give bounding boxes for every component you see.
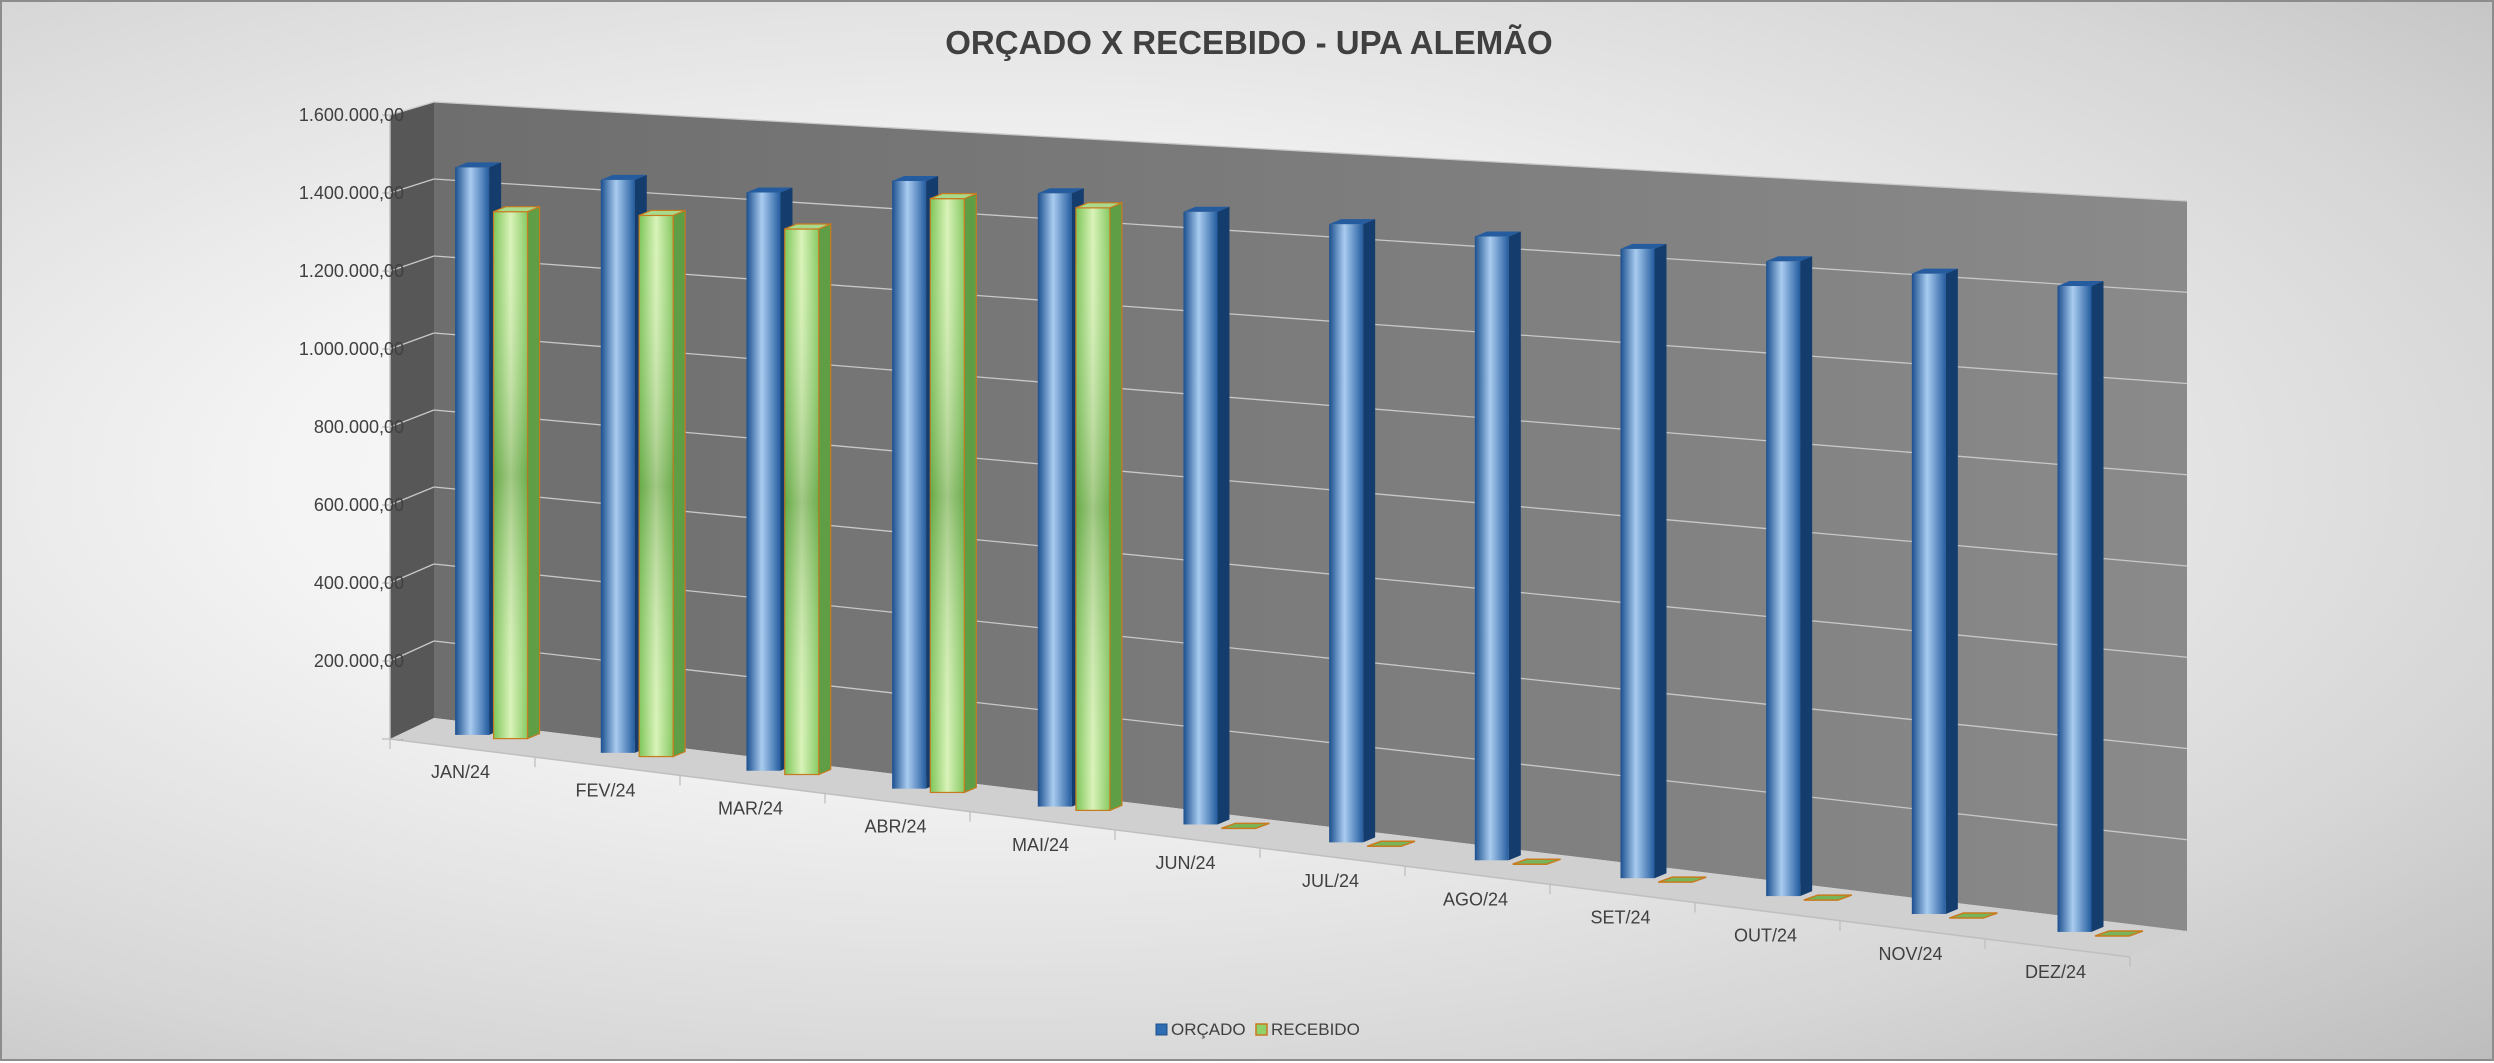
legend-swatch-orcado	[1155, 1023, 1168, 1036]
x-tick-label: FEV/24	[575, 780, 635, 800]
y-tick-label: 600.000,00	[314, 495, 404, 515]
y-tick-label: 1.200.000,00	[299, 261, 404, 281]
legend-label-orcado: ORÇADO	[1171, 1020, 1246, 1039]
bar-recebido	[1803, 894, 1853, 901]
y-tick-label: 800.000,00	[314, 417, 404, 437]
bar-recebido	[1657, 876, 1707, 883]
x-tick-label: MAI/24	[1012, 835, 1069, 855]
gridline	[433, 332, 2188, 476]
chart-title: ORÇADO X RECEBIDO - UPA ALEMÃO	[945, 24, 1552, 61]
gridline	[433, 255, 2188, 385]
x-tick-label: JUL/24	[1302, 871, 1359, 891]
x-tick-label: JAN/24	[431, 762, 490, 782]
x-tick-label: SET/24	[1590, 907, 1650, 927]
gridline-side	[389, 409, 435, 428]
legend: ORÇADO RECEBIDO	[1155, 1020, 1360, 1039]
gridline	[433, 563, 2188, 750]
bars	[455, 162, 2144, 937]
gridline-side	[389, 486, 435, 506]
y-tick-label: -	[398, 729, 404, 749]
gridline	[433, 101, 2188, 202]
y-tick-label: 400.000,00	[314, 573, 404, 593]
bar-recebido	[1366, 840, 1416, 848]
y-tick-label: 200.000,00	[314, 651, 404, 671]
bar-recebido	[1075, 201, 1123, 812]
bar-recebido	[1512, 858, 1561, 865]
gridline	[433, 486, 2188, 658]
gridline-side	[389, 101, 435, 116]
back-wall	[434, 102, 2187, 931]
side-wall	[390, 102, 434, 739]
y-tick-label: 1.000.000,00	[299, 339, 404, 359]
bar-recebido	[784, 223, 832, 776]
gridline-side	[389, 255, 435, 272]
gridline-side	[389, 332, 435, 350]
gridline-side	[389, 563, 435, 584]
gridline	[433, 640, 2188, 841]
bar-recebido	[1949, 912, 1998, 919]
gridline	[433, 409, 2188, 567]
y-axis: - 200.000,00 400.000,00 600.000,00 800.000,0…	[299, 105, 404, 749]
floor	[390, 718, 2187, 957]
grid-lines	[389, 101, 2188, 841]
x-tick-label: AGO/24	[1443, 889, 1508, 909]
legend-swatch-recebido	[1255, 1023, 1268, 1036]
bar-orcado	[1329, 219, 1376, 843]
bar-recebido	[929, 192, 977, 794]
bar-orcado	[1183, 206, 1230, 825]
x-tick-label: DEZ/24	[2025, 962, 2086, 982]
x-tick-label: JUN/24	[1155, 853, 1215, 873]
y-tick-label: 1.400.000,00	[299, 183, 404, 203]
bar-orcado	[1474, 231, 1521, 861]
x-tick-label: NOV/24	[1878, 944, 1942, 964]
x-tick-label: OUT/24	[1734, 926, 1797, 946]
legend-label-recebido: RECEBIDO	[1271, 1020, 1360, 1039]
x-axis: JAN/24 FEV/24 MAR/24 ABR/24 MAI/24 JUN/24 JUL/…	[389, 738, 2131, 982]
bar-recebido	[2094, 930, 2144, 937]
bar-recebido	[638, 209, 686, 758]
bar-orcado	[1766, 256, 1813, 897]
x-tick-label: MAR/24	[718, 798, 783, 818]
x-tick-label: ABR/24	[864, 817, 926, 837]
bar-recebido	[1221, 822, 1270, 830]
gridline	[433, 178, 2188, 293]
bar-recebido	[492, 205, 541, 740]
bar-orcado	[1620, 243, 1667, 879]
bar-orcado	[1911, 268, 1958, 915]
y-tick-label: 1.600.000,00	[299, 105, 404, 125]
gridline-side	[389, 640, 435, 662]
bar-orcado	[2057, 281, 2104, 932]
gridline-side	[389, 178, 435, 194]
